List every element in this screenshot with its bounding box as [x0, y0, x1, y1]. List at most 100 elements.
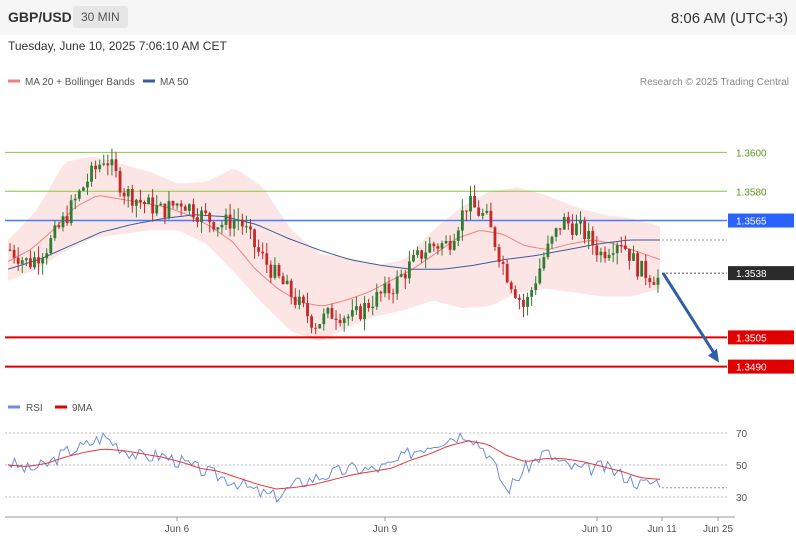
level-tag: [728, 266, 794, 281]
forecast-arrow-head: [708, 348, 719, 363]
candle-body: [147, 197, 150, 205]
rsi-ma-line: [7, 440, 661, 490]
candle-body: [155, 205, 159, 214]
candle-body: [57, 225, 61, 228]
candle-body: [424, 252, 428, 259]
candle-body: [69, 200, 73, 224]
candle-body: [232, 219, 236, 229]
ma50-legend-label: MA 50: [160, 77, 189, 88]
candle-body: [86, 181, 89, 188]
level-label: 1.3538: [736, 269, 767, 280]
candle-body: [591, 230, 595, 246]
x-tick-label: Jun 10: [582, 524, 612, 535]
candle-body: [379, 291, 383, 294]
candle-body: [656, 277, 660, 285]
forecast-arrow-shaft: [661, 272, 717, 356]
candle-body: [355, 306, 358, 311]
x-tick-label: Jun 11: [647, 524, 677, 535]
candle-body: [306, 303, 309, 317]
rsi-tick-label: 30: [736, 493, 748, 504]
candle-body: [122, 192, 126, 197]
moving-averages: [7, 195, 661, 307]
x-tick-label: Jun 25: [703, 524, 733, 535]
rsi-legend-label: RSI: [26, 403, 43, 414]
level-tag: [728, 213, 794, 228]
candle-body: [485, 210, 489, 213]
candle-body: [628, 249, 631, 261]
candle-body: [224, 214, 228, 225]
candle-body: [257, 247, 261, 252]
candle-body: [77, 190, 81, 199]
candle-body: [110, 159, 114, 166]
candle-body: [94, 165, 98, 170]
candle-body: [603, 251, 607, 259]
candle-body: [183, 206, 187, 211]
candle-body: [554, 228, 558, 237]
candle-body: [367, 302, 371, 308]
candle-body: [12, 249, 16, 258]
ma50-line: [7, 214, 660, 270]
candle-body: [416, 250, 419, 255]
candle-body: [8, 249, 12, 251]
bollinger-band-area: [8, 156, 660, 342]
candle-body: [220, 224, 224, 228]
candle-body: [522, 299, 525, 307]
candle-body: [139, 199, 142, 203]
candle-body: [187, 204, 191, 211]
candle-body: [244, 226, 248, 228]
candle-body: [497, 247, 501, 262]
candle-body: [45, 253, 49, 259]
candle-body: [208, 213, 212, 223]
candle-body: [151, 197, 155, 214]
candle-body: [456, 230, 460, 241]
candle-body: [387, 283, 391, 294]
level-label: 1.3565: [736, 217, 767, 228]
candle-body: [399, 274, 403, 277]
candle-body: [440, 243, 444, 249]
candle-body: [518, 297, 521, 300]
candle-body: [285, 280, 289, 285]
rsi-line: [7, 432, 661, 503]
bollinger-bands: [8, 156, 660, 342]
level-label: 1.3505: [736, 333, 767, 344]
level-labels: 1.3600 1.3580 1.3565 1.3538 1.3505 1.3490: [728, 148, 794, 374]
candle-body: [607, 254, 611, 259]
candle-body: [37, 257, 40, 264]
level-tag: [728, 330, 794, 345]
candle-body: [530, 290, 534, 297]
candle-body: [436, 246, 440, 249]
symbol-label: GBP/USD: [8, 9, 72, 25]
candle-body: [334, 318, 338, 320]
candle-body: [538, 268, 542, 284]
candle-body: [106, 163, 110, 166]
candle-body: [575, 223, 578, 235]
candle-body: [90, 165, 93, 182]
candle-body: [534, 283, 538, 291]
rsi-panel: 30 50 70: [5, 429, 748, 504]
candle-body: [143, 202, 146, 205]
candle-body: [375, 291, 379, 307]
candle-body: [403, 274, 407, 279]
candle-body: [228, 214, 232, 229]
candle-body: [391, 293, 395, 295]
level-label: 1.3600: [736, 148, 767, 159]
candle-body: [350, 310, 354, 317]
candle-body: [346, 316, 350, 319]
candle-body: [460, 210, 464, 231]
candle-body: [130, 189, 134, 206]
candle-body: [566, 216, 570, 224]
candle-body: [73, 198, 77, 201]
candle-body: [420, 250, 424, 259]
candle-body: [33, 257, 36, 268]
candle-body: [489, 210, 493, 228]
candle-body: [562, 216, 566, 230]
candle-body: [175, 203, 179, 206]
interval-button[interactable]: 30 MIN: [73, 6, 128, 28]
candle-body: [652, 282, 656, 285]
candlesticks: [8, 148, 660, 335]
candle-body: [126, 189, 130, 197]
candle-body: [542, 257, 546, 269]
candle-body: [407, 261, 411, 279]
candle-body: [481, 212, 485, 216]
